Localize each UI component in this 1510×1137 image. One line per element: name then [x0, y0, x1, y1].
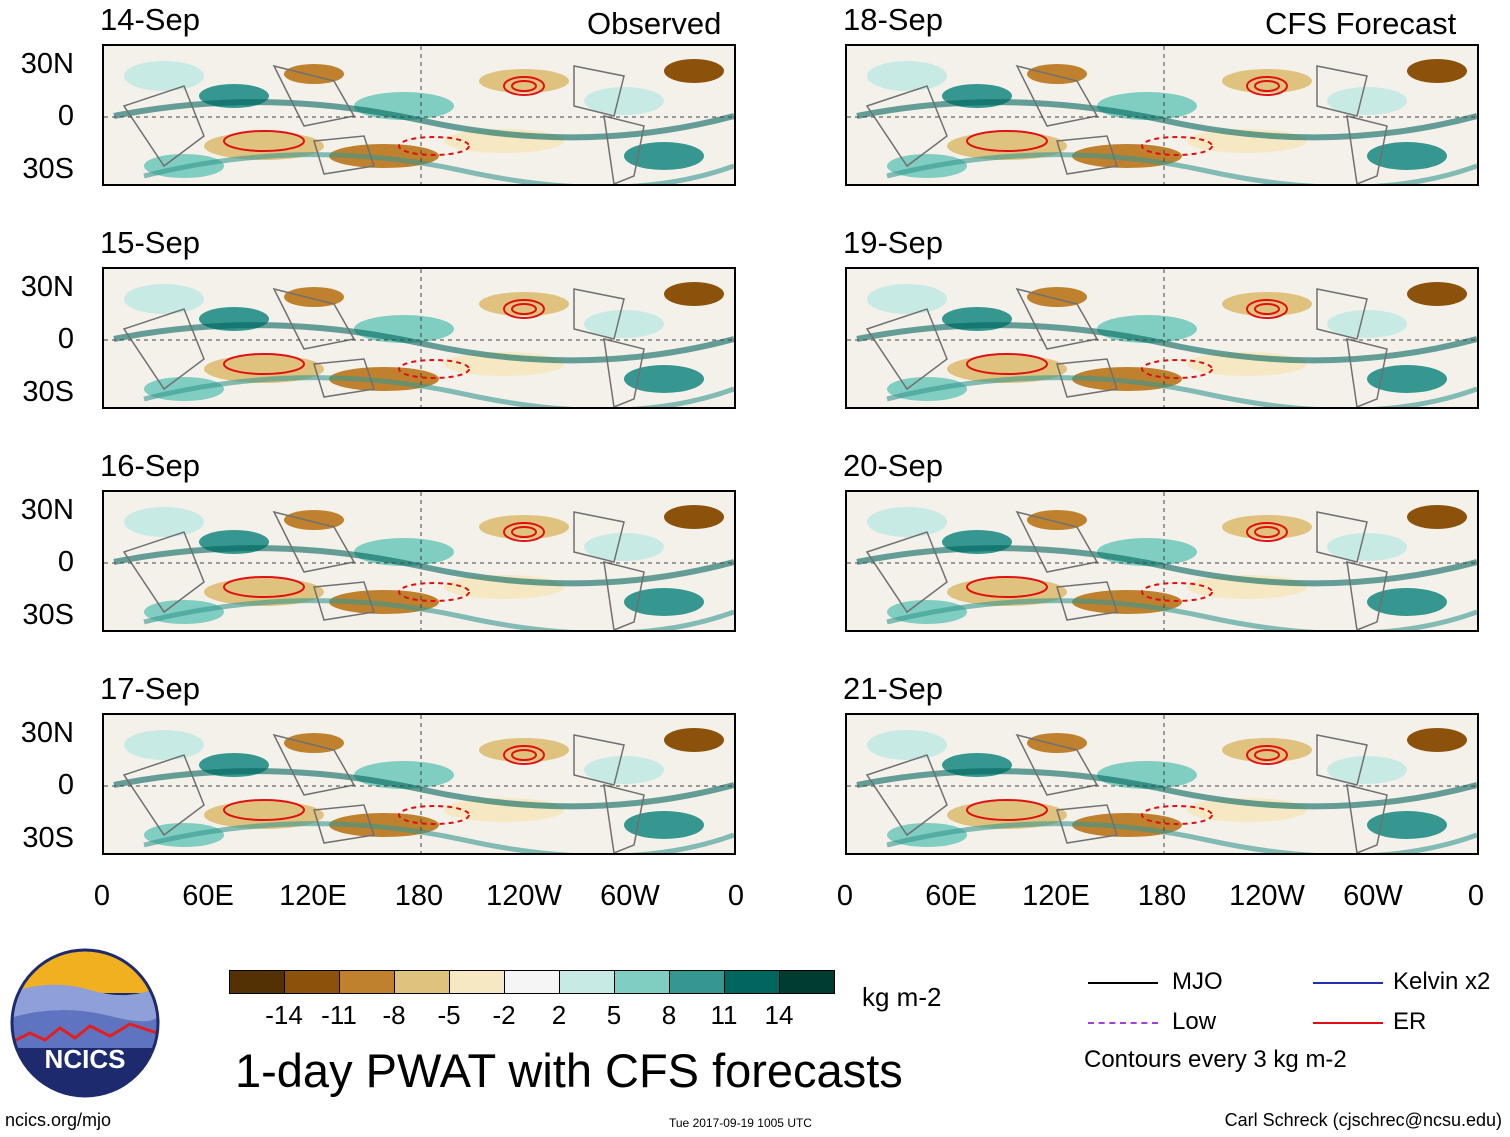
- colorbar-swatch: [285, 971, 340, 993]
- lon-label: 180: [394, 880, 444, 912]
- panel-date: 19-Sep: [843, 225, 943, 260]
- map-panel: [845, 44, 1479, 186]
- map-panel: [845, 490, 1479, 632]
- colorbar-swatch: [395, 971, 450, 993]
- lon-label: 120W: [486, 880, 562, 912]
- map-panel: [102, 44, 736, 186]
- colorbar-swatch: [230, 971, 285, 993]
- footer-timestamp: Tue 2017-09-19 1005 UTC: [669, 1116, 812, 1130]
- colorbar-swatch: [725, 971, 780, 993]
- map-panel: [102, 267, 736, 409]
- figure-title: 1-day PWAT with CFS forecasts: [235, 1044, 903, 1097]
- map-panel: [845, 267, 1479, 409]
- map-panel: [102, 713, 736, 855]
- lat-label: 0: [57, 769, 74, 801]
- panel-date: 15-Sep: [100, 225, 200, 260]
- legend-line-low: [1088, 1022, 1158, 1024]
- lon-label: 60W: [1343, 880, 1403, 912]
- colorbar-swatch: [780, 971, 834, 993]
- colorbar-label: -11: [321, 1000, 357, 1030]
- legend-line-mjo: [1088, 982, 1158, 984]
- observed-label: Observed: [587, 6, 722, 41]
- colorbar-label: 2: [551, 1000, 567, 1030]
- forecast-label: CFS Forecast: [1265, 6, 1457, 41]
- lat-label: 0: [57, 546, 74, 578]
- colorbar-swatch: [670, 971, 725, 993]
- lon-label: 120E: [1022, 880, 1090, 912]
- legend-label: Low: [1172, 1008, 1217, 1035]
- colorbar-swatch: [560, 971, 615, 993]
- lat-label: 30N: [20, 494, 74, 526]
- colorbar-label: -8: [382, 1000, 406, 1030]
- map-panel: [845, 713, 1479, 855]
- colorbar-swatch: [615, 971, 670, 993]
- colorbar-label: -5: [437, 1000, 461, 1030]
- colorbar-swatch: [450, 971, 505, 993]
- colorbar-label: 14: [764, 1000, 794, 1030]
- legend-line-er: [1313, 1022, 1383, 1024]
- ncics-logo: NCICS: [10, 948, 160, 1098]
- lon-label: 180: [1137, 880, 1187, 912]
- lat-label: 30N: [20, 271, 74, 303]
- colorbar-label: 11: [710, 1000, 738, 1030]
- lon-label: 60E: [925, 880, 977, 912]
- colorbar: [229, 970, 835, 994]
- lon-label: 120W: [1229, 880, 1305, 912]
- colorbar-label: -14: [265, 1000, 303, 1030]
- lat-label: 30S: [22, 822, 74, 854]
- lon-label: 60W: [600, 880, 660, 912]
- panel-date: 21-Sep: [843, 671, 943, 706]
- lon-label: 0: [1467, 880, 1485, 912]
- lat-label: 0: [57, 323, 74, 355]
- colorbar-label: -2: [492, 1000, 516, 1030]
- legend-label: MJO: [1172, 968, 1223, 995]
- lon-label: 0: [727, 880, 745, 912]
- legend-note: Contours every 3 kg m-2: [1084, 1046, 1347, 1073]
- logo-text: NCICS: [45, 1044, 126, 1074]
- colorbar-swatch: [340, 971, 395, 993]
- lat-label: 30S: [22, 153, 74, 185]
- lat-label: 30N: [20, 717, 74, 749]
- colorbar-unit: kg m-2: [862, 982, 942, 1012]
- panel-date: 14-Sep: [100, 2, 200, 37]
- panel-date: 20-Sep: [843, 448, 943, 483]
- lat-label: 30S: [22, 599, 74, 631]
- lon-label: 0: [836, 880, 854, 912]
- lat-label: 30N: [20, 48, 74, 80]
- lat-label: 0: [57, 100, 74, 132]
- colorbar-swatch: [505, 971, 560, 993]
- panel-date: 18-Sep: [843, 2, 943, 37]
- lat-label: 30S: [22, 376, 74, 408]
- panel-date: 17-Sep: [100, 671, 200, 706]
- footer-url[interactable]: ncics.org/mjo: [5, 1110, 112, 1130]
- panel-date: 16-Sep: [100, 448, 200, 483]
- colorbar-label: 5: [606, 1000, 622, 1030]
- footer-credit: Carl Schreck (cjschrec@ncsu.edu): [1224, 1110, 1502, 1130]
- lon-label: 0: [93, 880, 111, 912]
- lon-label: 60E: [182, 880, 234, 912]
- legend-line-kelvin: [1313, 982, 1383, 984]
- lon-label: 120E: [279, 880, 347, 912]
- legend-label: Kelvin x2: [1393, 968, 1491, 995]
- map-panel: [102, 490, 736, 632]
- legend-label: ER: [1393, 1008, 1427, 1035]
- colorbar-label: 8: [661, 1000, 677, 1030]
